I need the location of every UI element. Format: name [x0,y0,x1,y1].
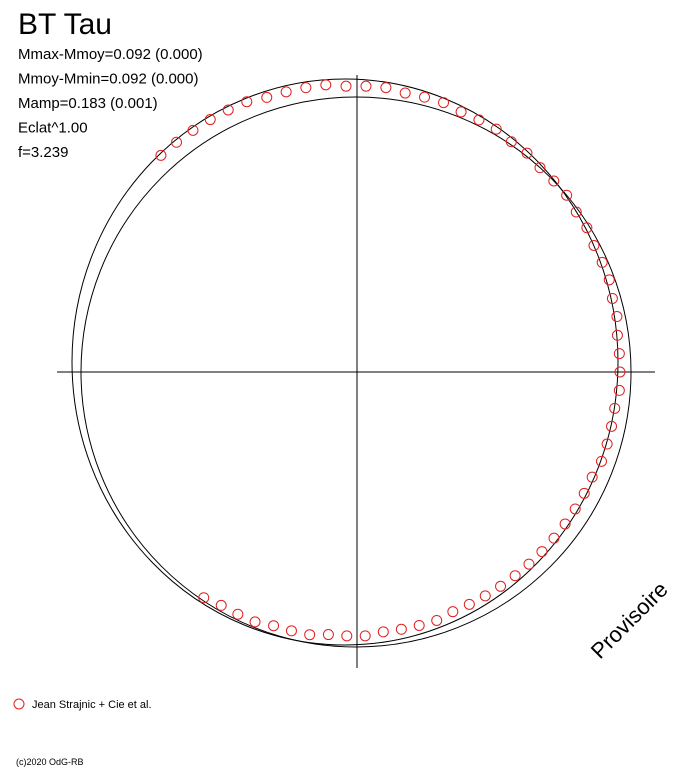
data-point [241,96,253,108]
data-point [198,592,210,604]
data-point [377,626,389,638]
data-point [578,487,590,499]
data-point [569,503,581,515]
data-point [613,384,625,396]
data-point [596,256,608,268]
data-point [595,455,607,467]
stat-line: Mmoy-Mmin=0.092 (0.000) [18,71,198,88]
data-point [609,402,621,414]
data-point [495,580,507,592]
reference-circle [80,96,632,648]
data-point [523,558,535,570]
data-point [473,114,485,126]
data-point [232,608,244,620]
data-point [521,147,533,159]
data-point [155,149,167,161]
data-point [548,175,560,187]
data-point [603,274,615,286]
data-point [320,79,332,91]
chart-title: BT Tau [18,8,112,41]
data-point [505,136,517,148]
stat-line: Mmax-Mmoy=0.092 (0.000) [18,46,203,63]
data-point [261,91,273,103]
data-point [479,590,491,602]
data-point [611,311,623,323]
data-point [606,420,618,432]
data-point [455,106,467,118]
data-point [570,206,582,218]
data-point [614,366,626,378]
data-point [322,629,334,641]
data-point [561,189,573,201]
data-point [215,599,227,611]
data-point [581,222,593,234]
data-point [341,630,353,642]
data-point [340,80,352,92]
data-point [280,86,292,98]
data-point [438,97,450,109]
fit-curve [71,78,619,646]
legend-marker [13,698,25,710]
data-point [399,87,411,99]
data-point [359,630,371,642]
stat-line: f=3.239 [18,144,68,161]
data-point [360,80,372,92]
data-point [285,625,297,637]
stat-line: Mamp=0.183 (0.001) [18,95,158,112]
data-point [249,616,261,628]
footer: (c)2020 OdG-RB [16,757,84,767]
data-point [509,570,521,582]
data-point [548,532,560,544]
data-point [601,438,613,450]
data-point [431,614,443,626]
data-point [588,239,600,251]
data-point [204,114,216,126]
data-point [534,162,546,174]
data-point [380,82,392,94]
data-point [171,136,183,148]
data-point [395,623,407,635]
legend-label: Jean Strajnic + Cie et al. [32,699,152,711]
stat-line: Eclat^1.00 [18,120,88,137]
data-point [304,629,316,641]
data-point [419,91,431,103]
data-point [222,104,234,116]
data-point [606,292,618,304]
data-point [613,348,625,360]
data-point [447,606,459,618]
data-point [300,82,312,94]
data-point [559,518,571,530]
data-point [586,471,598,483]
data-point [611,329,623,341]
data-point [187,124,199,136]
data-point [268,620,280,632]
data-point [413,619,425,631]
data-point [536,546,548,558]
data-point [463,598,475,610]
data-point [490,123,502,135]
